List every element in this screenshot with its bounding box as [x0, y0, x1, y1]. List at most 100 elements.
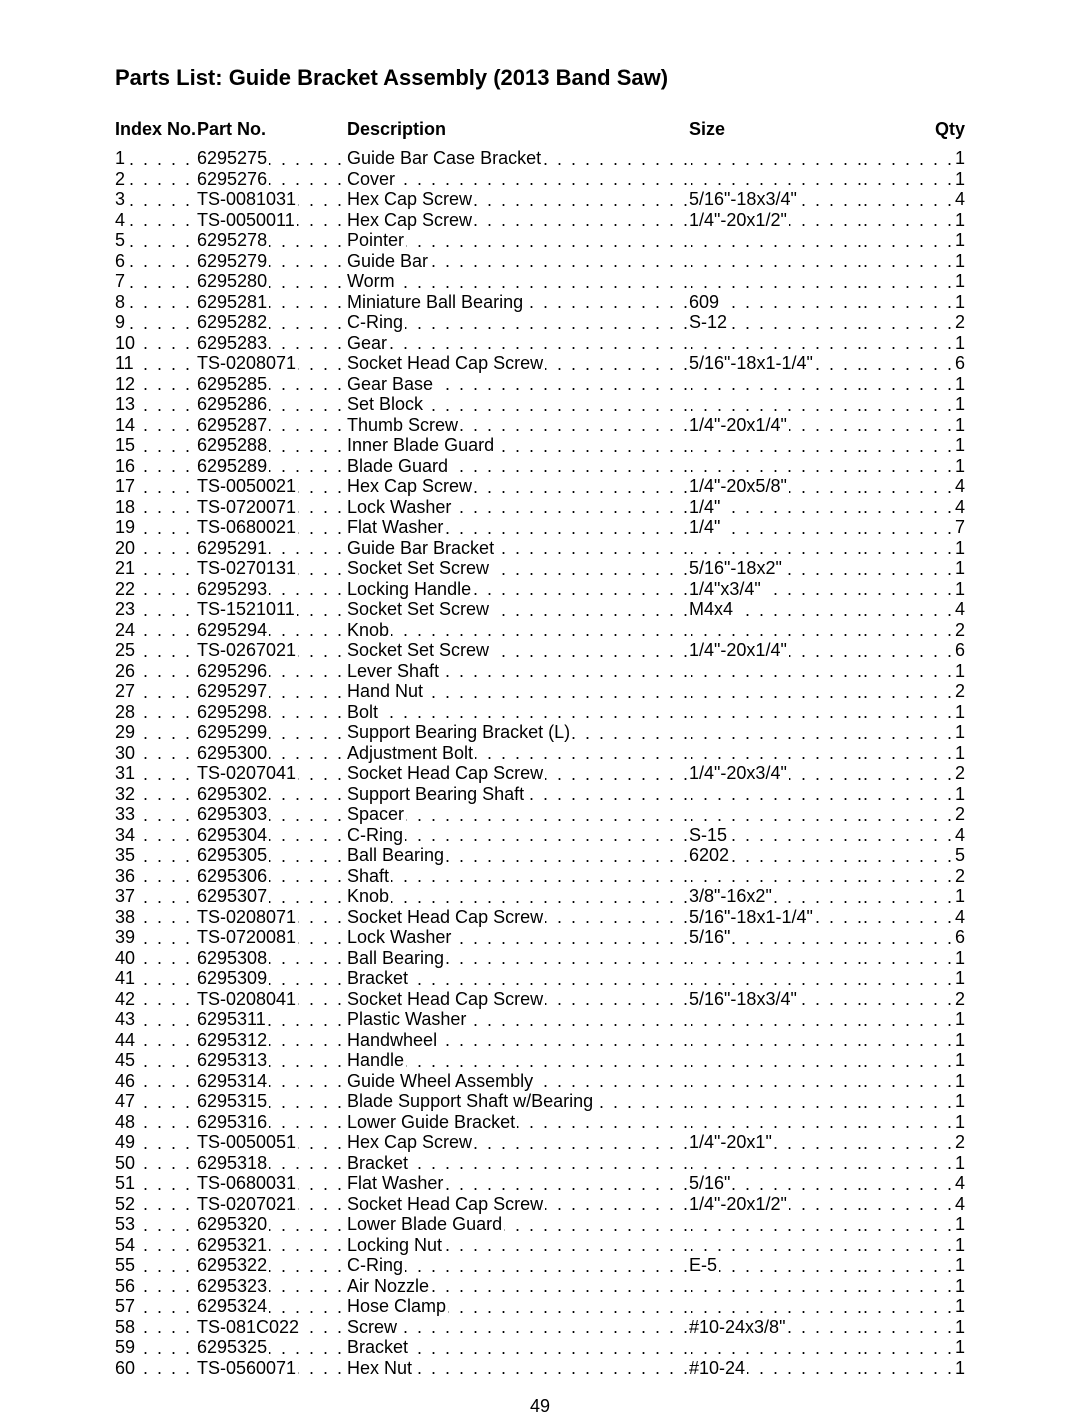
cell-size: . . . . . . . . . . . . . . . . . . . . … [689, 1276, 863, 1297]
cell-description: . . . . . . . . . . . . . . . . . . . . … [347, 251, 689, 272]
cell-description: . . . . . . . . . . . . . . . . . . . . … [347, 1091, 689, 1112]
cell-size: . . . . . . . . . . . . . . . . . . . . … [689, 1214, 863, 1235]
cell-description: . . . . . . . . . . . . . . . . . . . . … [347, 784, 689, 805]
cell-qty: . . . . . . . . . . . . . . . . . . . . … [863, 1132, 965, 1153]
cell-size: . . . . . . . . . . . . . . . . . . . . … [689, 1030, 863, 1051]
cell-qty: . . . . . . . . . . . . . . . . . . . . … [863, 312, 965, 333]
cell-size: . . . . . . . . . . . . . . . . . . . . … [689, 1112, 863, 1133]
cell-part: . . . . . . . . . . . . . . . . . . . . … [197, 538, 347, 559]
cell-index: . . . . . . . . . . . . . . . . . . . . … [115, 927, 197, 948]
cell-description: . . . . . . . . . . . . . . . . . . . . … [347, 1255, 689, 1276]
cell-index: . . . . . . . . . . . . . . . . . . . . … [115, 579, 197, 600]
cell-description: . . . . . . . . . . . . . . . . . . . . … [347, 558, 689, 579]
cell-description: . . . . . . . . . . . . . . . . . . . . … [347, 394, 689, 415]
cell-part: . . . . . . . . . . . . . . . . . . . . … [197, 148, 347, 169]
cell-part: . . . . . . . . . . . . . . . . . . . . … [197, 784, 347, 805]
table-row: . . . . . . . . . . . . . . . . . . . . … [115, 927, 965, 948]
cell-size: . . . . . . . . . . . . . . . . . . . . … [689, 702, 863, 723]
cell-index: . . . . . . . . . . . . . . . . . . . . … [115, 415, 197, 436]
cell-part: . . . . . . . . . . . . . . . . . . . . … [197, 1091, 347, 1112]
cell-qty: . . . . . . . . . . . . . . . . . . . . … [863, 1091, 965, 1112]
cell-index: . . . . . . . . . . . . . . . . . . . . … [115, 743, 197, 764]
cell-qty: . . . . . . . . . . . . . . . . . . . . … [863, 333, 965, 354]
cell-qty: . . . . . . . . . . . . . . . . . . . . … [863, 292, 965, 313]
cell-index: . . . . . . . . . . . . . . . . . . . . … [115, 907, 197, 928]
cell-qty: . . . . . . . . . . . . . . . . . . . . … [863, 1071, 965, 1092]
cell-index: . . . . . . . . . . . . . . . . . . . . … [115, 968, 197, 989]
cell-qty: . . . . . . . . . . . . . . . . . . . . … [863, 804, 965, 825]
cell-qty: . . . . . . . . . . . . . . . . . . . . … [863, 927, 965, 948]
cell-size: . . . . . . . . . . . . . . . . . . . . … [689, 1255, 863, 1276]
cell-qty: . . . . . . . . . . . . . . . . . . . . … [863, 476, 965, 497]
cell-qty: . . . . . . . . . . . . . . . . . . . . … [863, 1358, 965, 1379]
cell-part: . . . . . . . . . . . . . . . . . . . . … [197, 230, 347, 251]
page: Parts List: Guide Bracket Assembly (2013… [0, 0, 1080, 1417]
cell-qty: . . . . . . . . . . . . . . . . . . . . … [863, 620, 965, 641]
cell-qty: . . . . . . . . . . . . . . . . . . . . … [863, 1235, 965, 1256]
cell-description: . . . . . . . . . . . . . . . . . . . . … [347, 599, 689, 620]
cell-index: . . . . . . . . . . . . . . . . . . . . … [115, 1235, 197, 1256]
cell-index: . . . . . . . . . . . . . . . . . . . . … [115, 292, 197, 313]
cell-index: . . . . . . . . . . . . . . . . . . . . … [115, 497, 197, 518]
cell-qty: . . . . . . . . . . . . . . . . . . . . … [863, 497, 965, 518]
cell-qty: . . . . . . . . . . . . . . . . . . . . … [863, 599, 965, 620]
table-row: . . . . . . . . . . . . . . . . . . . . … [115, 210, 965, 231]
cell-part: . . . . . . . . . . . . . . . . . . . . … [197, 722, 347, 743]
cell-size: . . . . . . . . . . . . . . . . . . . . … [689, 251, 863, 272]
cell-size: . . . . . . . . . . . . . . . . . . . . … [689, 1009, 863, 1030]
table-header: Index No. Part No. Description Size Qty [115, 119, 965, 140]
cell-size: . . . . . . . . . . . . . . . . . . . . … [689, 927, 863, 948]
cell-qty: . . . . . . . . . . . . . . . . . . . . … [863, 1317, 965, 1338]
cell-index: . . . . . . . . . . . . . . . . . . . . … [115, 989, 197, 1010]
table-row: . . . . . . . . . . . . . . . . . . . . … [115, 1009, 965, 1030]
table-row: . . . . . . . . . . . . . . . . . . . . … [115, 394, 965, 415]
cell-size: . . . . . . . . . . . . . . . . . . . . … [689, 230, 863, 251]
cell-qty: . . . . . . . . . . . . . . . . . . . . … [863, 1214, 965, 1235]
table-row: . . . . . . . . . . . . . . . . . . . . … [115, 845, 965, 866]
cell-size: . . . . . . . . . . . . . . . . . . . . … [689, 558, 863, 579]
cell-description: . . . . . . . . . . . . . . . . . . . . … [347, 292, 689, 313]
cell-size: . . . . . . . . . . . . . . . . . . . . … [689, 353, 863, 374]
cell-qty: . . . . . . . . . . . . . . . . . . . . … [863, 1296, 965, 1317]
cell-part: . . . . . . . . . . . . . . . . . . . . … [197, 1255, 347, 1276]
cell-size: . . . . . . . . . . . . . . . . . . . . … [689, 312, 863, 333]
cell-qty: . . . . . . . . . . . . . . . . . . . . … [863, 907, 965, 928]
table-row: . . . . . . . . . . . . . . . . . . . . … [115, 661, 965, 682]
cell-part: . . . . . . . . . . . . . . . . . . . . … [197, 1194, 347, 1215]
cell-part: . . . . . . . . . . . . . . . . . . . . … [197, 599, 347, 620]
cell-part: . . . . . . . . . . . . . . . . . . . . … [197, 866, 347, 887]
cell-description: . . . . . . . . . . . . . . . . . . . . … [347, 968, 689, 989]
cell-part: . . . . . . . . . . . . . . . . . . . . … [197, 251, 347, 272]
cell-size: . . . . . . . . . . . . . . . . . . . . … [689, 1153, 863, 1174]
cell-qty: . . . . . . . . . . . . . . . . . . . . … [863, 271, 965, 292]
table-row: . . . . . . . . . . . . . . . . . . . . … [115, 1276, 965, 1297]
table-row: . . . . . . . . . . . . . . . . . . . . … [115, 784, 965, 805]
table-row: . . . . . . . . . . . . . . . . . . . . … [115, 743, 965, 764]
cell-size: . . . . . . . . . . . . . . . . . . . . … [689, 743, 863, 764]
header-qty: Qty [863, 119, 965, 140]
page-title: Parts List: Guide Bracket Assembly (2013… [115, 65, 965, 91]
table-row: . . . . . . . . . . . . . . . . . . . . … [115, 599, 965, 620]
cell-size: . . . . . . . . . . . . . . . . . . . . … [689, 681, 863, 702]
cell-part: . . . . . . . . . . . . . . . . . . . . … [197, 1071, 347, 1092]
cell-index: . . . . . . . . . . . . . . . . . . . . … [115, 866, 197, 887]
cell-qty: . . . . . . . . . . . . . . . . . . . . … [863, 1173, 965, 1194]
table-row: . . . . . . . . . . . . . . . . . . . . … [115, 189, 965, 210]
cell-part: . . . . . . . . . . . . . . . . . . . . … [197, 907, 347, 928]
table-row: . . . . . . . . . . . . . . . . . . . . … [115, 1194, 965, 1215]
cell-index: . . . . . . . . . . . . . . . . . . . . … [115, 374, 197, 395]
cell-description: . . . . . . . . . . . . . . . . . . . . … [347, 722, 689, 743]
table-row: . . . . . . . . . . . . . . . . . . . . … [115, 948, 965, 969]
cell-description: . . . . . . . . . . . . . . . . . . . . … [347, 1296, 689, 1317]
cell-index: . . . . . . . . . . . . . . . . . . . . … [115, 394, 197, 415]
table-row: . . . . . . . . . . . . . . . . . . . . … [115, 353, 965, 374]
cell-part: . . . . . . . . . . . . . . . . . . . . … [197, 640, 347, 661]
cell-description: . . . . . . . . . . . . . . . . . . . . … [347, 189, 689, 210]
cell-size: . . . . . . . . . . . . . . . . . . . . … [689, 1091, 863, 1112]
cell-qty: . . . . . . . . . . . . . . . . . . . . … [863, 517, 965, 538]
cell-description: . . . . . . . . . . . . . . . . . . . . … [347, 640, 689, 661]
cell-description: . . . . . . . . . . . . . . . . . . . . … [347, 312, 689, 333]
cell-index: . . . . . . . . . . . . . . . . . . . . … [115, 538, 197, 559]
table-row: . . . . . . . . . . . . . . . . . . . . … [115, 825, 965, 846]
cell-size: . . . . . . . . . . . . . . . . . . . . … [689, 517, 863, 538]
